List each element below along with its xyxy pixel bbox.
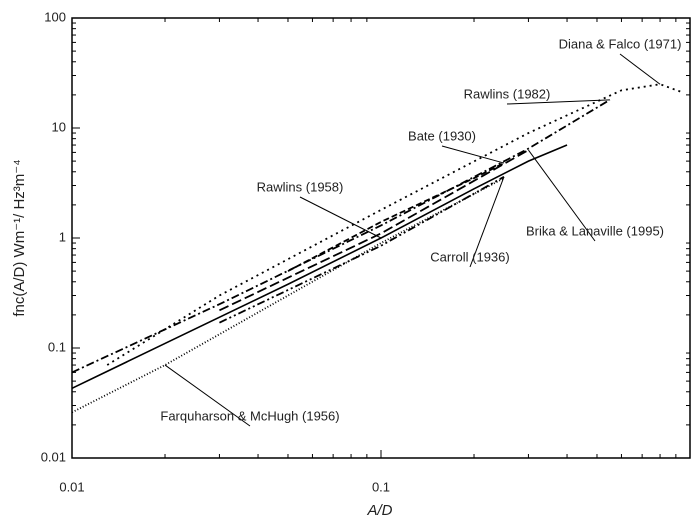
series-label: Diana & Falco (1971) — [559, 36, 682, 51]
series-line — [287, 162, 505, 272]
series-label: Carroll (1936) — [430, 249, 509, 264]
y-tick-label: 10 — [52, 119, 66, 134]
y-axis-label: fnc(A/D) Wm⁻¹/ Hz³m⁻⁴ — [11, 159, 28, 316]
series-line — [71, 177, 505, 414]
leader-line — [528, 149, 596, 242]
series-label: Bate (1930) — [408, 128, 476, 143]
y-tick-label: 1 — [59, 229, 66, 244]
y-tick-label: 100 — [44, 9, 66, 24]
x-tick-label: 0.1 — [372, 479, 390, 494]
series-line — [219, 149, 529, 312]
series-label: Rawlins (1982) — [464, 86, 551, 101]
x-tick-label: 0.01 — [59, 479, 84, 494]
leader-line — [441, 145, 505, 164]
series-line — [219, 176, 505, 324]
series-label: Rawlins (1958) — [257, 179, 344, 194]
leader-line — [469, 176, 505, 268]
x-axis-label: A/D — [366, 502, 392, 519]
series-line — [106, 83, 684, 366]
y-tick-label: 0.1 — [48, 339, 66, 354]
series-label: Brika & Lanaville (1995) — [526, 223, 664, 238]
leader-line — [299, 196, 382, 239]
series-line — [71, 99, 611, 374]
leader-line — [506, 99, 610, 105]
leader-line — [619, 53, 661, 85]
y-tick-label: 0.01 — [41, 449, 66, 464]
leader-line — [164, 364, 251, 427]
series-label: Farquharson & McHugh (1956) — [160, 408, 339, 423]
